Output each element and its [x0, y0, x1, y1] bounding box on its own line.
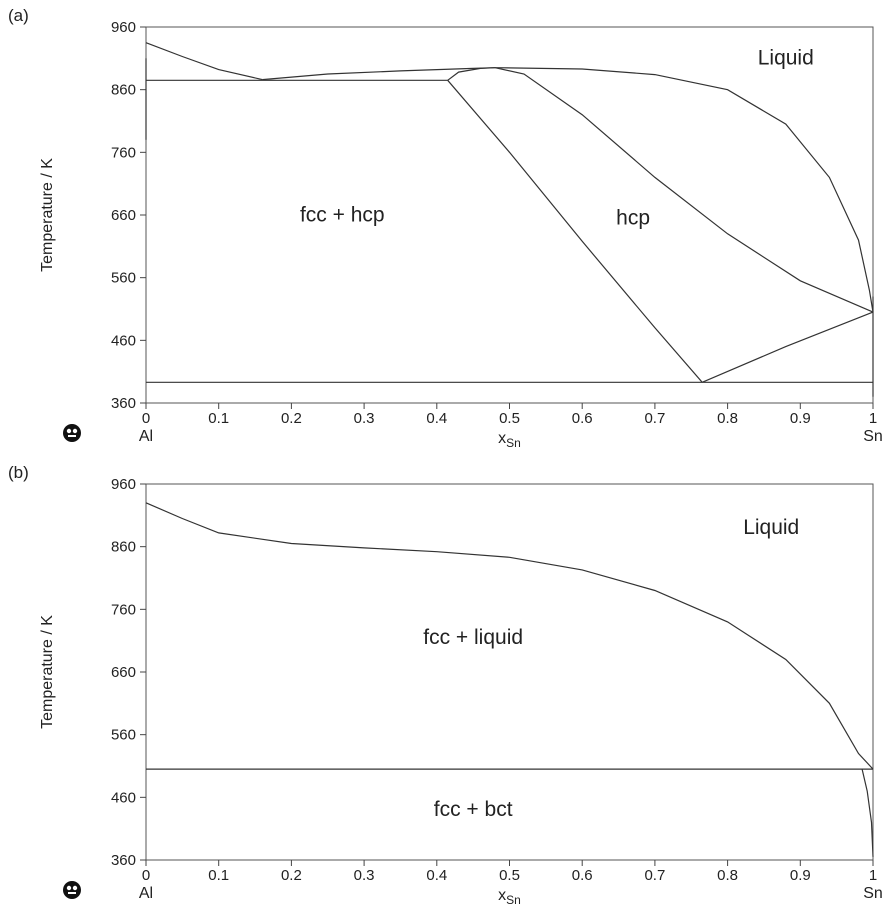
- y-tick-label: 860: [111, 539, 136, 556]
- y-tick-label: 460: [111, 332, 136, 349]
- y-tick-label: 360: [111, 852, 136, 869]
- endpoint-right-label: Sn: [863, 428, 883, 445]
- endpoint-right-label: Sn: [863, 885, 883, 902]
- x-tick-label: 0.3: [354, 410, 375, 427]
- phase-boundary-line: [494, 67, 874, 313]
- phase-boundary-line: [262, 67, 496, 81]
- x-tick-label: 0.5: [499, 867, 520, 884]
- x-tick-label: 0.9: [790, 867, 811, 884]
- endpoint-left-label: Al: [139, 428, 153, 445]
- phase-boundary-line: [447, 67, 496, 81]
- region-label: hcp: [616, 206, 650, 229]
- x-tick-label: 1: [869, 410, 877, 427]
- region-label: fcc + liquid: [423, 626, 523, 649]
- y-tick-label: 560: [111, 727, 136, 744]
- x-tick-label: 0.8: [717, 410, 738, 427]
- y-tick-label: 460: [111, 789, 136, 806]
- y-tick-label: 760: [111, 601, 136, 618]
- y-tick-label: 860: [111, 82, 136, 99]
- x-tick-label: 1: [869, 867, 877, 884]
- phase-boundary-line: [701, 311, 874, 383]
- region-label: Liquid: [758, 47, 814, 70]
- x-tick-label: 0.7: [644, 410, 665, 427]
- phase-boundary-line: [145, 42, 263, 81]
- x-tick-label: 0: [142, 410, 150, 427]
- y-tick-label: 960: [111, 19, 136, 36]
- x-tick-label: 0.5: [499, 410, 520, 427]
- x-tick-label: 0.9: [790, 410, 811, 427]
- panel-a: (a) 960 860 760 660 560 460 360 0 0.1 0.2 0.3 0.4 0.5…: [8, 6, 883, 450]
- logo-icon: [63, 881, 81, 899]
- x-tick-label: 0.6: [572, 867, 593, 884]
- x-tick-label: 0.2: [281, 867, 302, 884]
- x-tick-label: 0.8: [717, 867, 738, 884]
- region-label: Liquid: [743, 516, 799, 539]
- endpoint-left-label: Al: [139, 885, 153, 902]
- panel-b: (b) 960 860 760 660 560 460 360 0 0.1 0.2 0.3 0.4 0.5…: [8, 463, 883, 907]
- y-tick-label: 760: [111, 144, 136, 161]
- panel-label: (b): [8, 463, 29, 482]
- y-tick-label: 660: [111, 664, 136, 681]
- x-tick-label: 0.1: [208, 867, 229, 884]
- x-axis-label: xSn: [498, 430, 521, 450]
- x-tick-label: 0.6: [572, 410, 593, 427]
- plot-frame: [145, 26, 874, 404]
- x-tick-label: 0.4: [426, 867, 447, 884]
- x-axis-label: xSn: [498, 887, 521, 907]
- x-tick-label: 0.1: [208, 410, 229, 427]
- phase-boundary-line: [494, 67, 874, 313]
- region-label: fcc + hcp: [300, 203, 385, 226]
- x-tick-label: 0.2: [281, 410, 302, 427]
- phase-boundary-line: [145, 502, 874, 770]
- y-tick-label: 960: [111, 476, 136, 493]
- y-axis-label: Temperature / K: [39, 615, 56, 729]
- y-tick-label: 660: [111, 207, 136, 224]
- y-tick-label: 560: [111, 270, 136, 287]
- x-tick-label: 0.3: [354, 867, 375, 884]
- x-tick-label: 0.4: [426, 410, 447, 427]
- y-tick-label: 360: [111, 395, 136, 412]
- region-label: fcc + bct: [434, 798, 513, 821]
- x-tick-label: 0.7: [644, 867, 665, 884]
- y-axis-label: Temperature / K: [39, 158, 56, 272]
- x-tick-label: 0: [142, 867, 150, 884]
- logo-icon: [63, 424, 81, 442]
- phase-boundary-line: [861, 768, 874, 857]
- panel-label: (a): [8, 6, 29, 25]
- phase-boundary-line: [447, 79, 703, 383]
